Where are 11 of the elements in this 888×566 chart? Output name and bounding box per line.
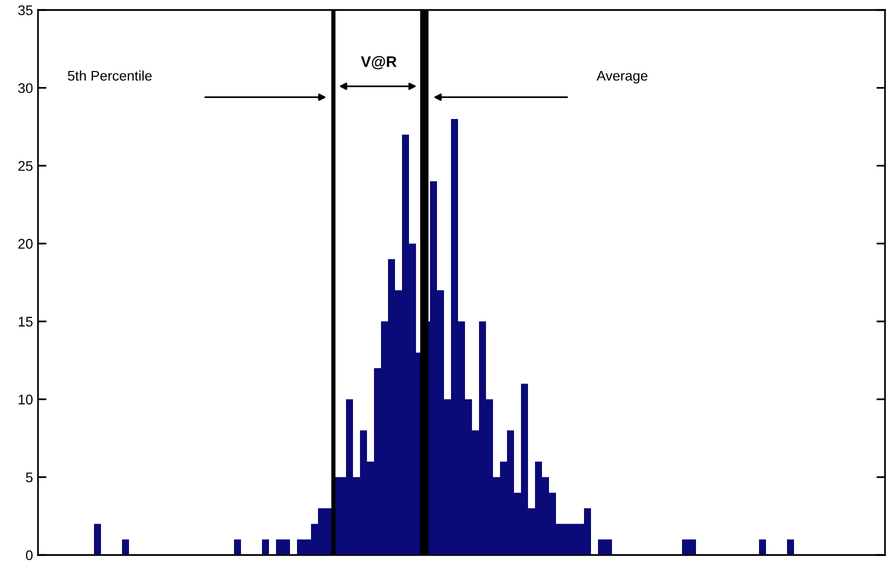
annotation: Average [596,70,648,84]
y-tick-label: 30 [18,83,33,94]
y-tick-label: 5 [26,472,33,482]
y-tick-label: 10 [18,394,33,404]
y-tick-label: 15 [18,316,33,327]
y-tick-label: 0 [26,550,33,560]
annotation: V@R [360,56,397,70]
annotation: 5th Percentile [68,70,152,81]
y-tick-label: 25 [18,161,33,171]
y-tick-label: 35 [18,5,33,16]
y-tick-label: 20 [18,238,33,249]
